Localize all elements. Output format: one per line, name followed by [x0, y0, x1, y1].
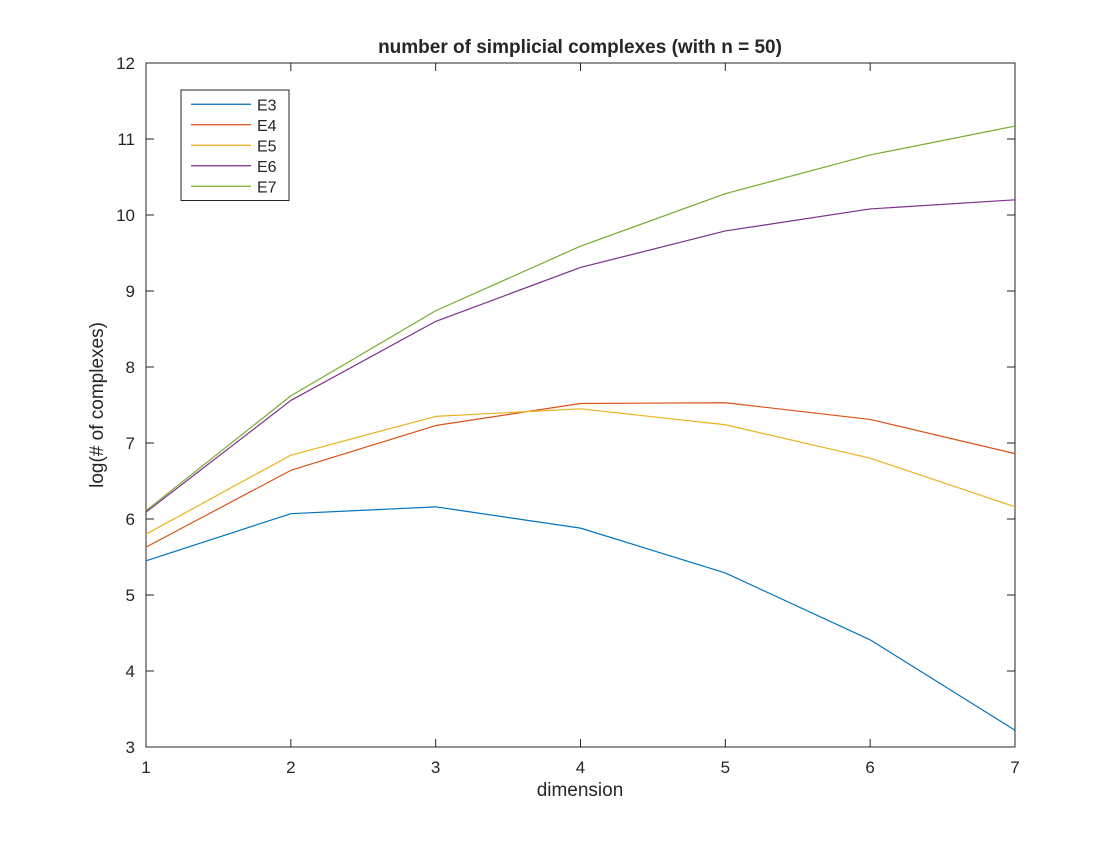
y-tick-label: 3	[126, 738, 135, 757]
y-tick-label: 8	[126, 358, 135, 377]
series-line-e3	[145, 506, 1016, 731]
y-tick-label: 11	[117, 130, 135, 149]
legend-label-e5: E5	[257, 138, 277, 155]
x-tick-label: 5	[721, 758, 730, 777]
legend-label-e6: E6	[257, 159, 277, 176]
x-axis-label: dimension	[537, 780, 624, 801]
y-tick-label: 7	[126, 434, 135, 453]
y-tick-label: 9	[126, 282, 135, 301]
y-axis-label: log(# of complexes)	[87, 322, 108, 488]
legend-label-e3: E3	[257, 97, 277, 114]
series-line-e7	[145, 125, 1016, 512]
y-tick-label: 5	[126, 586, 135, 605]
y-tick-label: 12	[116, 54, 135, 73]
series-line-e6	[145, 199, 1016, 513]
chart-title: number of simplicial complexes (with n =…	[378, 37, 782, 58]
series-line-e4	[145, 402, 1016, 548]
x-tick-label: 3	[431, 758, 440, 777]
legend-label-e4: E4	[257, 118, 277, 135]
series-line-e5	[145, 408, 1016, 535]
y-tick-label: 6	[126, 510, 135, 529]
x-tick-label: 4	[576, 758, 585, 777]
x-tick-label: 7	[1010, 758, 1019, 777]
x-tick-label: 2	[286, 758, 295, 777]
x-tick-label: 6	[865, 758, 874, 777]
x-tick-label: 1	[141, 758, 150, 777]
y-tick-label: 4	[126, 662, 135, 681]
legend-label-e7: E7	[257, 179, 277, 196]
y-tick-label: 10	[116, 206, 135, 225]
